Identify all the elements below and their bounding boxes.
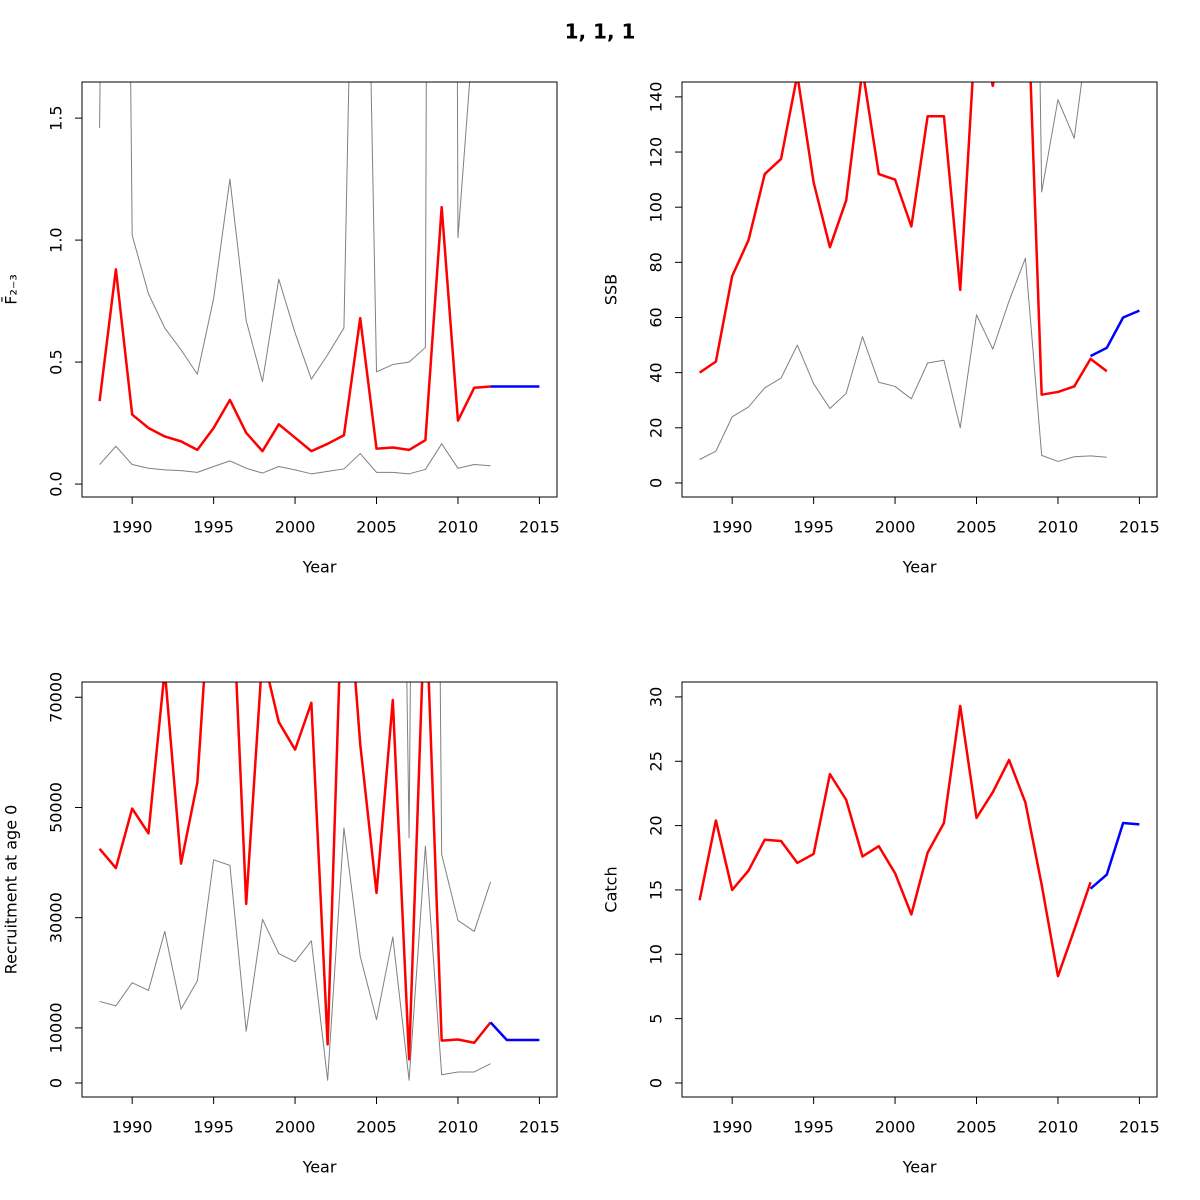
figure-title: 1, 1, 1 <box>565 20 636 44</box>
y-tick-label: 60 <box>647 307 666 327</box>
series-line <box>699 257 1107 462</box>
y-axis-label: F̄₂₋₃ <box>2 274 21 304</box>
x-tick-label: 2015 <box>519 1118 560 1137</box>
x-tick-label: 1995 <box>193 1118 234 1137</box>
series-line <box>98 682 492 1061</box>
y-tick-label: 20 <box>647 815 666 835</box>
plot-frame <box>81 681 558 1098</box>
series-line <box>99 82 471 383</box>
series-line <box>99 827 491 1081</box>
plot-frame <box>681 681 1158 1098</box>
y-axis-label: Recruitment at age 0 <box>2 805 21 975</box>
x-axis-label: Year <box>902 1158 937 1177</box>
x-tick-label: 1995 <box>793 1118 834 1137</box>
x-tick-label: 2000 <box>275 518 316 537</box>
x-tick-label: 2010 <box>1038 1118 1079 1137</box>
x-tick-label: 2000 <box>275 1118 316 1137</box>
y-tick-label: 0.0 <box>47 471 66 496</box>
x-tick-label: 2015 <box>1119 518 1160 537</box>
y-tick-label: 0 <box>647 478 666 488</box>
x-axis-label: Year <box>902 558 937 577</box>
x-tick-label: 1990 <box>712 518 753 537</box>
x-tick-label: 2010 <box>438 518 479 537</box>
x-tick-label: 2005 <box>956 518 997 537</box>
y-tick-label: 0 <box>647 1078 666 1088</box>
x-tick-label: 2000 <box>875 518 916 537</box>
series-line <box>1089 821 1140 890</box>
y-tick-label: 30 <box>647 687 666 707</box>
series-line <box>99 443 491 475</box>
y-tick-label: 5 <box>647 1014 666 1024</box>
x-tick-label: 1990 <box>712 1118 753 1137</box>
x-tick-label: 2015 <box>519 518 560 537</box>
y-tick-label: 10000 <box>47 1002 66 1053</box>
x-axis-label: Year <box>302 558 337 577</box>
y-tick-label: 15 <box>647 880 666 900</box>
y-tick-label: 80 <box>647 252 666 272</box>
y-tick-label: 70000 <box>47 672 66 723</box>
y-axis-label: Catch <box>602 866 621 912</box>
series-line <box>1089 309 1140 358</box>
x-tick-label: 1990 <box>112 1118 153 1137</box>
x-axis-label: Year <box>302 1158 337 1177</box>
x-tick-label: 2010 <box>438 1118 479 1137</box>
plot-area <box>98 682 540 1081</box>
y-tick-label: 10 <box>647 944 666 964</box>
x-tick-label: 2005 <box>956 1118 997 1137</box>
series-line <box>1039 82 1083 193</box>
y-tick-label: 20 <box>647 418 666 438</box>
series-line <box>698 704 1092 978</box>
x-tick-label: 1995 <box>193 518 234 537</box>
series-line <box>98 205 491 453</box>
x-tick-label: 2015 <box>1119 1118 1160 1137</box>
plot-area <box>98 82 540 475</box>
x-tick-label: 2000 <box>875 1118 916 1137</box>
y-tick-label: 1.5 <box>47 105 66 130</box>
series-line <box>489 1021 540 1042</box>
y-tick-label: 100 <box>647 192 666 223</box>
x-tick-label: 2005 <box>356 1118 397 1137</box>
plot-area <box>698 82 1140 462</box>
y-tick-label: 25 <box>647 751 666 771</box>
y-tick-label: 50000 <box>47 782 66 833</box>
y-tick-label: 0.5 <box>47 349 66 374</box>
y-tick-label: 140 <box>647 82 666 113</box>
x-tick-label: 1990 <box>112 518 153 537</box>
y-tick-label: 30000 <box>47 892 66 943</box>
plot-frame <box>681 81 1158 498</box>
y-axis-label: SSB <box>602 274 621 305</box>
y-tick-label: 1.0 <box>47 227 66 252</box>
series-line <box>698 82 1108 396</box>
x-tick-label: 2005 <box>356 518 397 537</box>
plot-frame <box>81 81 558 498</box>
y-tick-label: 120 <box>647 137 666 168</box>
x-tick-label: 2010 <box>1038 518 1079 537</box>
y-tick-label: 0 <box>47 1078 66 1088</box>
y-tick-label: 40 <box>647 362 666 382</box>
x-tick-label: 1995 <box>793 518 834 537</box>
plot-area <box>698 704 1140 978</box>
